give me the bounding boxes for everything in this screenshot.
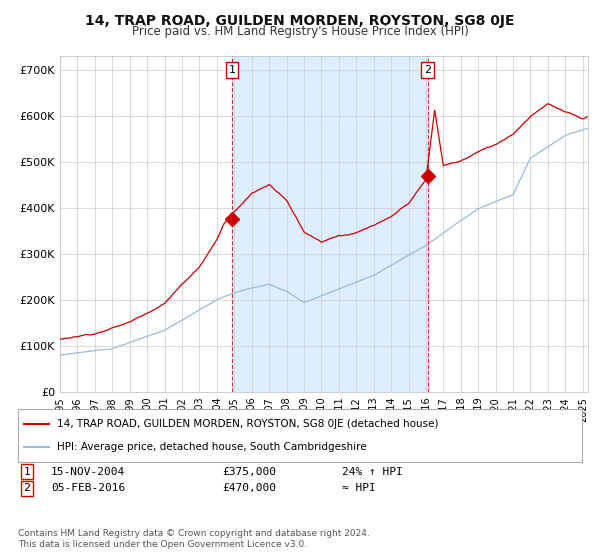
Text: ≈ HPI: ≈ HPI (342, 483, 376, 493)
Text: 1: 1 (23, 466, 31, 477)
Text: 2: 2 (424, 65, 431, 75)
Bar (232, 56, 428, 392)
Text: Price paid vs. HM Land Registry's House Price Index (HPI): Price paid vs. HM Land Registry's House … (131, 25, 469, 38)
Text: 2: 2 (23, 483, 31, 493)
Text: 14, TRAP ROAD, GUILDEN MORDEN, ROYSTON, SG8 0JE: 14, TRAP ROAD, GUILDEN MORDEN, ROYSTON, … (85, 14, 515, 28)
Text: 24% ↑ HPI: 24% ↑ HPI (342, 466, 403, 477)
Text: 1: 1 (229, 65, 236, 75)
Text: £470,000: £470,000 (222, 483, 276, 493)
Text: 15-NOV-2004: 15-NOV-2004 (51, 466, 125, 477)
Text: £375,000: £375,000 (222, 466, 276, 477)
Text: 14, TRAP ROAD, GUILDEN MORDEN, ROYSTON, SG8 0JE (detached house): 14, TRAP ROAD, GUILDEN MORDEN, ROYSTON, … (58, 419, 439, 429)
Text: HPI: Average price, detached house, South Cambridgeshire: HPI: Average price, detached house, Sout… (58, 442, 367, 452)
Text: 05-FEB-2016: 05-FEB-2016 (51, 483, 125, 493)
Text: Contains HM Land Registry data © Crown copyright and database right 2024.
This d: Contains HM Land Registry data © Crown c… (18, 529, 370, 549)
